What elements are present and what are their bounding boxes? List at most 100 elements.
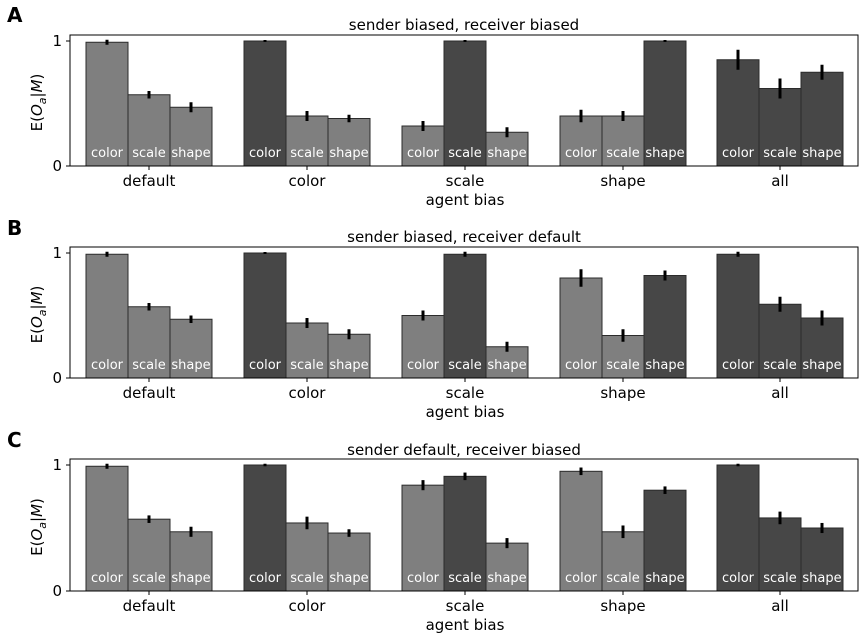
bar-label: scale: [606, 358, 640, 373]
panel-label: B: [7, 216, 22, 240]
bar-label: shape: [487, 571, 526, 586]
x-tick-label: all: [771, 172, 789, 190]
bar-label: shape: [802, 358, 841, 373]
bar-label: scale: [763, 146, 797, 161]
x-tick-label: default: [123, 384, 176, 402]
bar-label: shape: [487, 146, 526, 161]
bar-shape-color: [559, 470, 603, 592]
bar-label: scale: [290, 571, 324, 586]
bar-label: color: [722, 358, 755, 373]
bar-label: color: [91, 146, 124, 161]
x-tick-label: default: [123, 172, 176, 190]
bar-all-color: [716, 464, 760, 592]
bar-label: scale: [448, 571, 482, 586]
x-axis-label: agent bias: [426, 616, 505, 634]
y-tick-label: 1: [52, 32, 62, 50]
bar-label: color: [565, 358, 598, 373]
panel-label: A: [7, 3, 23, 27]
bar-color-shape: [327, 118, 371, 167]
y-axis-label: E(Oa|M): [28, 498, 49, 556]
x-tick-label: color: [289, 172, 327, 190]
x-tick-label: default: [123, 597, 176, 615]
bar-shape-shape: [643, 275, 687, 379]
bar-scale-color: [401, 315, 445, 379]
x-tick-label: all: [771, 597, 789, 615]
bar-all-color: [716, 59, 760, 167]
bar-label: shape: [645, 358, 684, 373]
bar-scale-scale: [443, 40, 487, 167]
bar-label: shape: [802, 146, 841, 161]
bar-all-shape: [800, 527, 844, 592]
y-tick-label: 0: [52, 369, 62, 387]
bar-label: shape: [329, 571, 368, 586]
bar-scale-scale: [443, 475, 487, 592]
bar-label: color: [91, 358, 124, 373]
x-tick-label: shape: [600, 597, 645, 615]
bar-label: shape: [645, 571, 684, 586]
x-tick-label: all: [771, 384, 789, 402]
bar-scale-shape: [485, 542, 529, 592]
bar-color-shape: [327, 333, 371, 379]
bar-label: color: [565, 146, 598, 161]
axes-frame: [69, 246, 859, 379]
bar-label: color: [565, 571, 598, 586]
bar-label: scale: [763, 571, 797, 586]
bar-label: scale: [132, 146, 166, 161]
bar-label: color: [722, 571, 755, 586]
bar-shape-color: [559, 115, 603, 167]
bar-label: scale: [606, 571, 640, 586]
bar-label: scale: [290, 358, 324, 373]
bar-label: scale: [606, 146, 640, 161]
bar-label: shape: [171, 571, 210, 586]
bar-scale-shape: [485, 346, 529, 379]
bar-label: shape: [171, 146, 210, 161]
bar-label: shape: [645, 146, 684, 161]
x-tick-label: scale: [446, 384, 485, 402]
bar-color-scale: [285, 322, 329, 379]
bar-label: shape: [329, 146, 368, 161]
x-tick-label: shape: [600, 384, 645, 402]
bar-color-color: [243, 40, 287, 167]
x-tick-label: scale: [446, 172, 485, 190]
y-axis-label: E(Oa|M): [28, 74, 49, 132]
axes-frame: [69, 34, 859, 167]
x-tick-label: color: [289, 597, 327, 615]
bar-shape-shape: [643, 40, 687, 167]
bar-label: scale: [763, 358, 797, 373]
bar-label: scale: [290, 146, 324, 161]
bar-label: shape: [487, 358, 526, 373]
y-tick-label: 1: [52, 244, 62, 262]
bar-label: scale: [448, 358, 482, 373]
bar-label: shape: [171, 358, 210, 373]
y-tick-label: 1: [52, 456, 62, 474]
bar-label: color: [407, 571, 440, 586]
bar-default-color: [85, 41, 129, 167]
panel-label: C: [7, 428, 22, 452]
bar-label: color: [249, 146, 282, 161]
panel-title: sender default, receiver biased: [347, 441, 581, 459]
bar-label: color: [407, 146, 440, 161]
panel-title: sender biased, receiver default: [347, 228, 581, 246]
y-axis-label: E(Oa|M): [28, 286, 49, 344]
bar-label: scale: [132, 358, 166, 373]
x-axis-label: agent bias: [426, 403, 505, 421]
x-tick-label: shape: [600, 172, 645, 190]
bar-label: shape: [329, 358, 368, 373]
bar-all-shape: [800, 71, 844, 167]
x-axis-label: agent bias: [426, 191, 505, 209]
axes-frame: [69, 458, 859, 592]
bar-label: color: [249, 571, 282, 586]
panel-title: sender biased, receiver biased: [349, 16, 579, 34]
bar-default-scale: [127, 306, 171, 379]
bar-label: color: [249, 358, 282, 373]
bar-scale-shape: [485, 131, 529, 167]
bar-label: color: [91, 571, 124, 586]
bar-label: scale: [132, 571, 166, 586]
bar-default-shape: [169, 106, 213, 167]
bar-color-shape: [327, 532, 371, 592]
bar-label: color: [407, 358, 440, 373]
y-tick-label: 0: [52, 582, 62, 600]
